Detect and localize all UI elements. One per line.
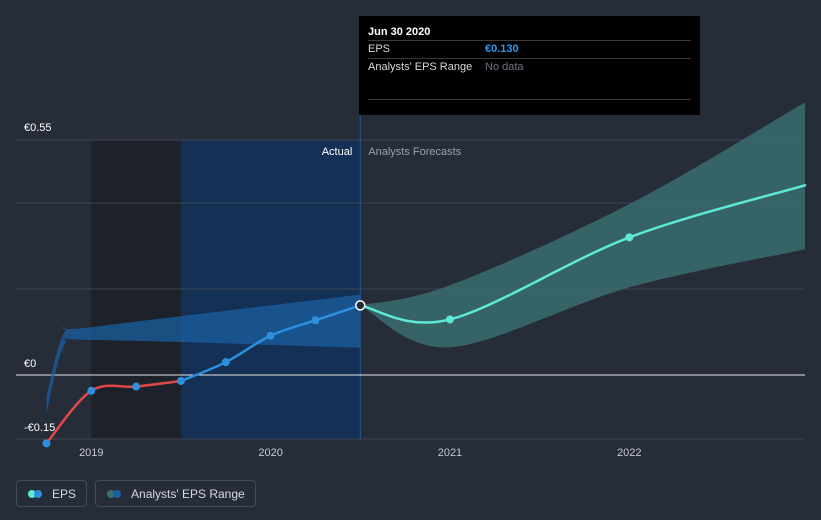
tooltip-range-row: Analysts' EPS Range No data bbox=[368, 58, 691, 76]
eps-point bbox=[87, 386, 96, 395]
y-label-bottom: -€0.15 bbox=[24, 422, 55, 434]
legend-label-eps-range: Analysts' EPS Range bbox=[131, 486, 245, 501]
legend-item-eps[interactable]: EPS bbox=[16, 480, 88, 507]
actual-label: Actual bbox=[322, 146, 353, 158]
tooltip: Jun 30 2020 EPS €0.130 Analysts' EPS Ran… bbox=[359, 16, 700, 115]
forecast-range-band bbox=[360, 102, 805, 348]
y-label-zero: €0 bbox=[24, 358, 36, 370]
tooltip-divider bbox=[368, 99, 691, 100]
eps-swatch-icon bbox=[28, 489, 44, 498]
eps-selected-point bbox=[355, 300, 366, 311]
tooltip-eps-value: €0.130 bbox=[485, 43, 519, 55]
y-label-top: €0.55 bbox=[24, 122, 52, 134]
dots-layer bbox=[42, 233, 634, 448]
x-tick-label: 2022 bbox=[617, 447, 641, 459]
tooltip-date: Jun 30 2020 bbox=[368, 26, 431, 38]
legend: EPS Analysts' EPS Range bbox=[16, 480, 256, 507]
text-layer: €0.55 €0 -€0.15 Actual Analysts Forecasts 201… bbox=[24, 122, 642, 459]
eps-range-swatch-icon bbox=[107, 489, 123, 498]
bands-layer bbox=[46, 102, 805, 414]
forecast-point bbox=[445, 315, 454, 324]
eps-point bbox=[266, 331, 275, 340]
eps-point bbox=[221, 358, 230, 367]
legend-label-eps: EPS bbox=[52, 486, 77, 501]
forecast-label: Analysts Forecasts bbox=[368, 146, 461, 158]
tooltip-eps-row: EPS €0.130 bbox=[368, 40, 691, 58]
eps-line-segment bbox=[359, 184, 807, 324]
tooltip-range-value: No data bbox=[485, 61, 524, 73]
x-tick-label: 2021 bbox=[438, 447, 462, 459]
tooltip-eps-label: EPS bbox=[368, 43, 391, 55]
forecast-point bbox=[625, 233, 634, 242]
past-range-band bbox=[46, 294, 361, 414]
x-tick-label: 2019 bbox=[79, 447, 103, 459]
tooltip-range-label: Analysts' EPS Range bbox=[368, 61, 473, 73]
eps-point bbox=[132, 382, 141, 391]
eps-point bbox=[176, 376, 185, 385]
eps-point bbox=[42, 439, 51, 448]
eps-line-segment bbox=[45, 379, 183, 445]
eps-point bbox=[311, 316, 320, 325]
x-tick-label: 2020 bbox=[258, 447, 282, 459]
legend-item-eps-range[interactable]: Analysts' EPS Range bbox=[95, 480, 256, 507]
